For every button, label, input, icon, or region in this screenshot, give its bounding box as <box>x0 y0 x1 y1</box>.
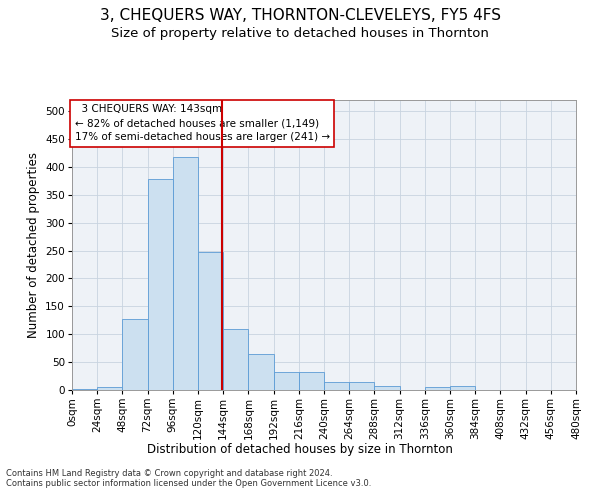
Text: Contains HM Land Registry data © Crown copyright and database right 2024.: Contains HM Land Registry data © Crown c… <box>6 469 332 478</box>
Text: Contains public sector information licensed under the Open Government Licence v3: Contains public sector information licen… <box>6 479 371 488</box>
Bar <box>450 386 475 390</box>
Bar <box>349 382 374 390</box>
Bar <box>97 387 122 390</box>
Text: 3, CHEQUERS WAY, THORNTON-CLEVELEYS, FY5 4FS: 3, CHEQUERS WAY, THORNTON-CLEVELEYS, FY5… <box>100 8 500 22</box>
Bar <box>274 372 299 390</box>
Text: Size of property relative to detached houses in Thornton: Size of property relative to detached ho… <box>111 28 489 40</box>
Bar <box>248 354 274 390</box>
Bar <box>72 389 97 390</box>
Bar <box>223 328 248 390</box>
Bar <box>173 157 198 390</box>
Y-axis label: Number of detached properties: Number of detached properties <box>27 152 40 338</box>
Bar <box>374 386 400 390</box>
Text: Distribution of detached houses by size in Thornton: Distribution of detached houses by size … <box>147 442 453 456</box>
Bar <box>299 372 324 390</box>
Bar <box>324 382 349 390</box>
Text: 3 CHEQUERS WAY: 143sqm
← 82% of detached houses are smaller (1,149)
17% of semi-: 3 CHEQUERS WAY: 143sqm ← 82% of detached… <box>74 104 329 142</box>
Bar <box>198 252 223 390</box>
Bar <box>148 179 173 390</box>
Bar <box>425 387 450 390</box>
Bar <box>122 318 148 390</box>
